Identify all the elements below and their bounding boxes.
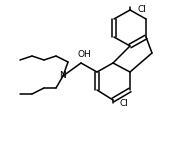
Text: Cl: Cl xyxy=(119,99,128,108)
Text: N: N xyxy=(60,71,66,81)
Text: Cl: Cl xyxy=(137,5,146,14)
Text: OH: OH xyxy=(77,50,91,59)
